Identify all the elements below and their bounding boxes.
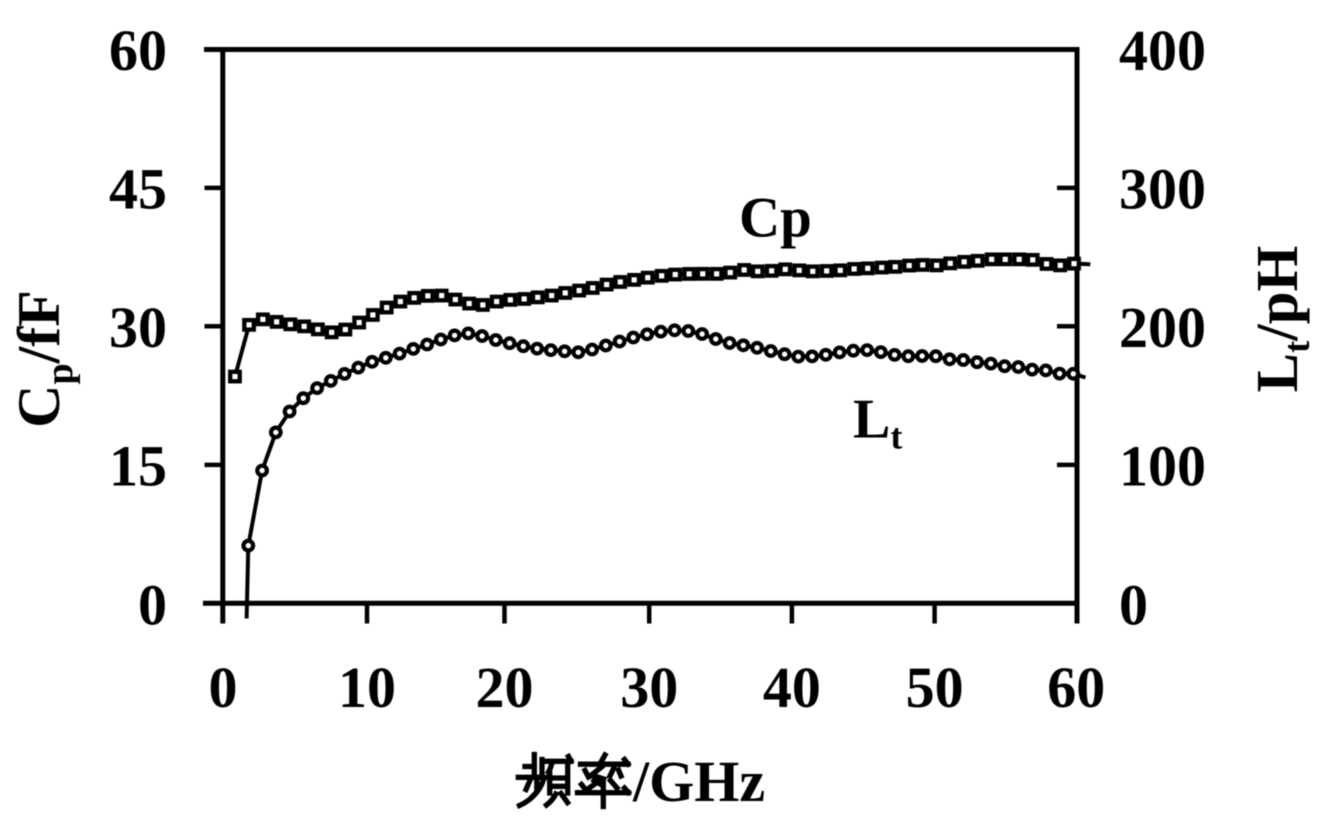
svg-text:60: 60 xyxy=(1047,655,1105,720)
svg-text:20: 20 xyxy=(476,655,534,720)
svg-text:45: 45 xyxy=(109,157,167,222)
svg-text:/GHz: /GHz xyxy=(632,749,765,814)
svg-text:40: 40 xyxy=(763,655,821,720)
svg-text:Cp: Cp xyxy=(739,187,812,250)
svg-text:300: 300 xyxy=(1119,157,1206,222)
svg-text:15: 15 xyxy=(109,434,167,499)
svg-text:400: 400 xyxy=(1119,18,1206,83)
svg-text:60: 60 xyxy=(109,18,167,83)
svg-text:10: 10 xyxy=(338,655,396,720)
svg-text:Lt/pH: Lt/pH xyxy=(1244,246,1318,393)
svg-text:200: 200 xyxy=(1119,295,1206,360)
svg-text:50: 50 xyxy=(906,655,964,720)
svg-text:0: 0 xyxy=(138,572,167,637)
svg-text:0: 0 xyxy=(209,655,238,720)
svg-text:0: 0 xyxy=(1119,572,1148,637)
svg-text:30: 30 xyxy=(620,655,678,720)
svg-text:Cp/fF: Cp/fF xyxy=(6,290,81,428)
svg-text:30: 30 xyxy=(109,295,167,360)
svg-text:100: 100 xyxy=(1119,434,1206,499)
